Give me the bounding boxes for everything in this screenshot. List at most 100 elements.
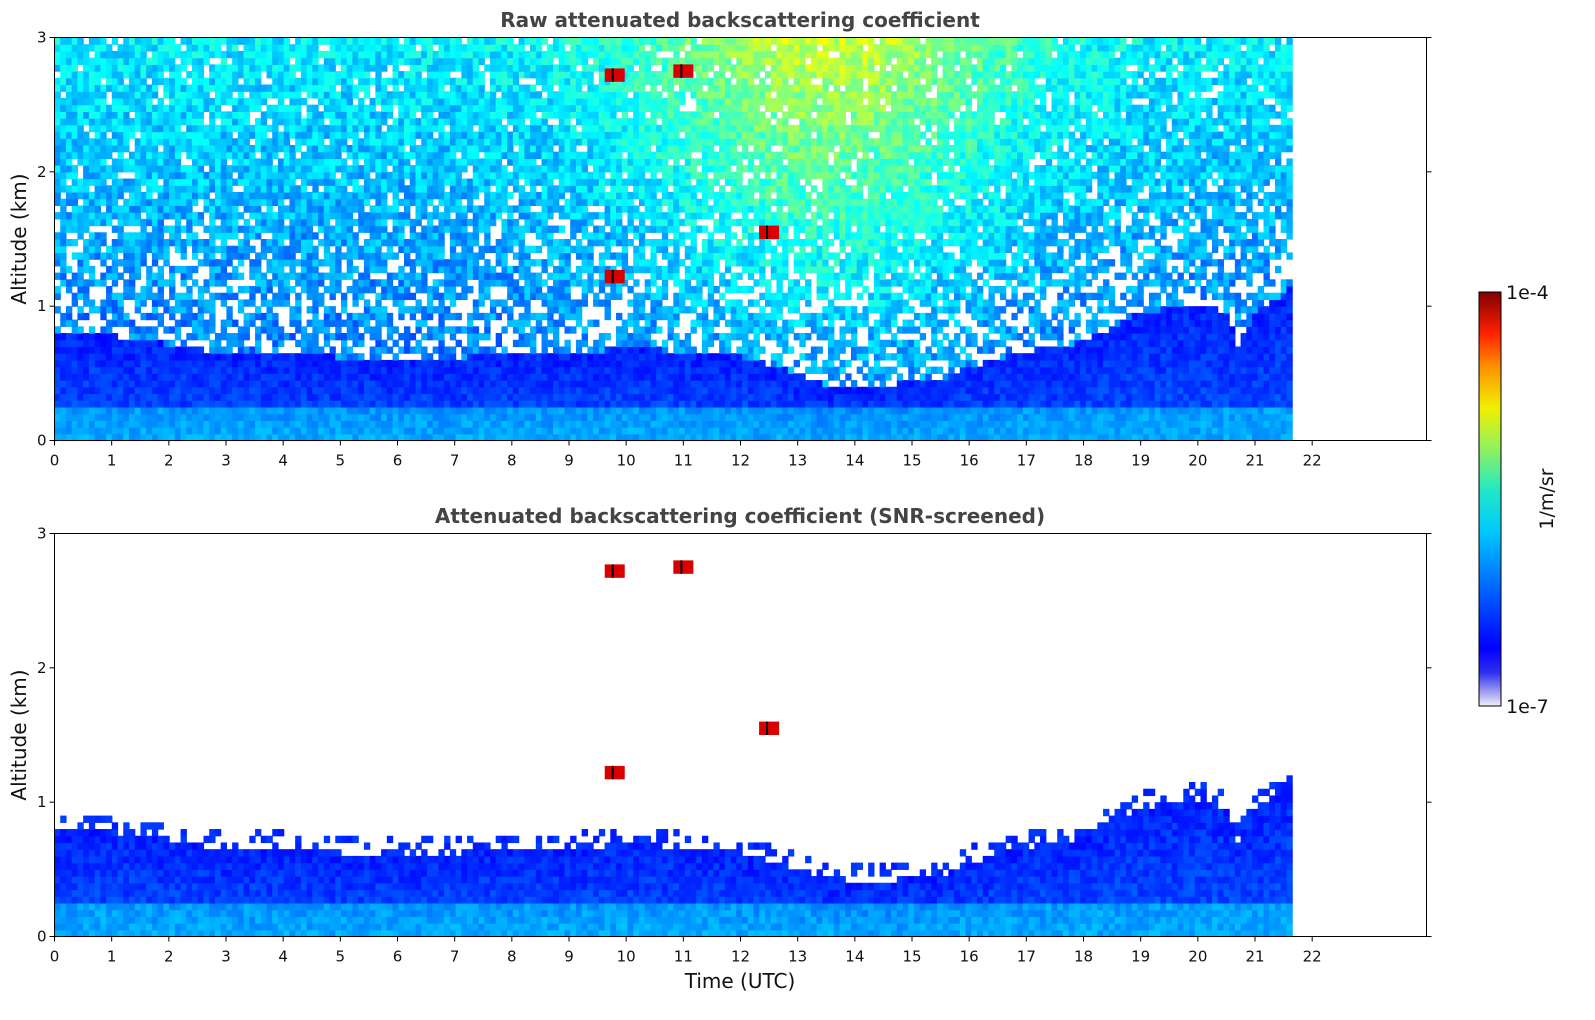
heatmap-cell <box>415 84 422 92</box>
heatmap-cell <box>575 272 583 280</box>
heatmap-cell <box>295 44 302 52</box>
heatmap-cell <box>426 239 434 247</box>
heatmap-cell <box>512 218 520 227</box>
heatmap-cell <box>386 124 394 133</box>
heatmap-cell <box>65 111 73 119</box>
heatmap-cell <box>484 366 491 374</box>
heatmap-cell <box>541 71 548 79</box>
heatmap-cell <box>518 252 525 260</box>
heatmap-cell <box>255 306 262 314</box>
heatmap-cell <box>587 158 594 166</box>
heatmap-cell <box>128 433 136 442</box>
heatmap-cell <box>575 353 583 361</box>
heatmap-cell <box>444 265 451 274</box>
heatmap-cell <box>541 77 548 86</box>
heatmap-cell <box>88 144 96 153</box>
heatmap-cell <box>581 225 588 233</box>
heatmap-cell <box>111 225 119 233</box>
heatmap-cell <box>140 111 147 119</box>
heatmap-cell <box>530 191 537 200</box>
heatmap-cell <box>260 353 268 361</box>
heatmap-cell <box>197 144 205 153</box>
heatmap-cell <box>392 353 399 361</box>
heatmap-cell <box>381 178 388 186</box>
heatmap-cell <box>163 198 170 207</box>
heatmap-cell <box>598 158 606 166</box>
heatmap-cell <box>335 191 342 200</box>
heatmap-cell <box>111 205 119 213</box>
heatmap-cell <box>243 37 250 45</box>
heatmap-cell <box>318 346 325 354</box>
heatmap-cell <box>340 185 348 193</box>
heatmap-cell <box>512 118 520 126</box>
heatmap-cell <box>564 71 571 79</box>
heatmap-cell <box>140 50 147 59</box>
heatmap-cell <box>530 91 537 99</box>
heatmap-cell <box>512 279 520 287</box>
heatmap-cell <box>272 366 279 374</box>
heatmap-cell <box>277 165 285 173</box>
heatmap-cell <box>461 185 468 193</box>
heatmap-cell <box>123 44 130 52</box>
heatmap-cell <box>358 333 365 341</box>
heatmap-cell <box>60 131 67 139</box>
heatmap-cell <box>203 393 210 401</box>
heatmap-cell <box>564 131 571 139</box>
heatmap-cell <box>507 138 514 146</box>
heatmap-cell <box>146 232 153 240</box>
heatmap-cell <box>88 97 96 106</box>
heatmap-cell <box>71 131 79 139</box>
heatmap-cell <box>340 353 348 361</box>
heatmap-cell <box>117 84 124 92</box>
heatmap-cell <box>444 225 451 233</box>
heatmap-cell <box>255 104 262 112</box>
heatmap-cell <box>352 111 359 119</box>
heatmap-cell <box>553 131 560 139</box>
heatmap-cell <box>535 373 543 381</box>
heatmap-cell <box>449 386 457 395</box>
heatmap-cell <box>60 245 67 254</box>
heatmap-cell <box>610 292 617 301</box>
heatmap-cell <box>489 413 497 421</box>
heatmap-cell <box>455 44 462 52</box>
heatmap-cell <box>283 71 291 79</box>
heatmap-cell <box>461 406 468 415</box>
heatmap-cell <box>530 198 537 207</box>
heatmap-cell <box>203 171 210 180</box>
heatmap-cell <box>111 272 119 280</box>
heatmap-cell <box>77 118 84 126</box>
heatmap-cell <box>472 393 480 401</box>
heatmap-cell <box>174 380 182 388</box>
heatmap-cell <box>277 393 285 401</box>
heatmap-cell <box>375 144 382 153</box>
heatmap-cell <box>604 165 611 173</box>
heatmap-cell <box>564 265 571 274</box>
heatmap-cell <box>598 239 606 247</box>
heatmap-cell <box>289 252 296 260</box>
heatmap-cell <box>398 50 405 59</box>
heatmap-cell <box>478 205 485 213</box>
heatmap-cell <box>369 191 376 200</box>
heatmap-cell <box>472 359 480 368</box>
heatmap-cell <box>381 118 388 126</box>
heatmap-cell <box>100 71 107 79</box>
heatmap-cell <box>398 346 405 354</box>
heatmap-cell <box>169 118 176 126</box>
heatmap-cell <box>375 353 382 361</box>
heatmap-cell <box>192 144 199 153</box>
heatmap-cell <box>535 406 543 415</box>
heatmap-cell <box>438 339 445 348</box>
heatmap-cell <box>587 171 594 180</box>
heatmap-cell <box>260 138 268 146</box>
heatmap-cell <box>426 386 434 395</box>
heatmap-cell <box>507 37 514 45</box>
heatmap-cell <box>467 91 474 99</box>
heatmap-cell <box>65 185 73 193</box>
heatmap-cell <box>300 50 308 59</box>
heatmap-cell <box>484 427 491 435</box>
heatmap-cell <box>117 158 124 166</box>
heatmap-cell <box>88 380 96 388</box>
heatmap-cell <box>186 118 193 126</box>
heatmap-cell <box>484 151 491 159</box>
heatmap-cell <box>169 64 176 72</box>
